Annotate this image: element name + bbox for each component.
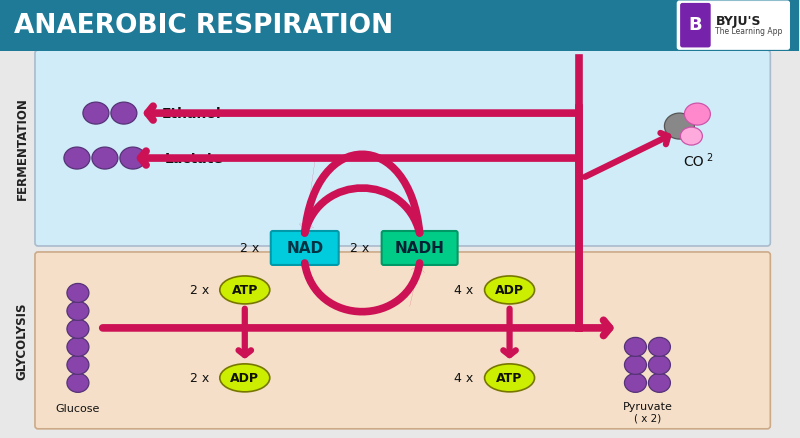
Ellipse shape [67,320,89,339]
Ellipse shape [485,276,534,304]
Text: CO: CO [683,155,704,169]
Text: 2: 2 [706,153,713,162]
FancyBboxPatch shape [35,252,770,429]
Text: ( x 2): ( x 2) [634,413,661,423]
Text: FERMENTATION: FERMENTATION [15,97,29,200]
Ellipse shape [649,338,670,357]
Ellipse shape [625,338,646,357]
Ellipse shape [220,364,270,392]
Bar [0,0,799,52]
Ellipse shape [67,338,89,357]
Ellipse shape [485,364,534,392]
FancyBboxPatch shape [679,3,711,49]
Ellipse shape [67,284,89,303]
FancyBboxPatch shape [35,51,770,247]
Text: Ethanol: Ethanol [162,107,222,121]
FancyBboxPatch shape [678,2,790,50]
Text: ANAEROBIC RESPIRATION: ANAEROBIC RESPIRATION [14,13,393,39]
Ellipse shape [649,356,670,374]
Ellipse shape [685,104,710,126]
Text: 4 x: 4 x [454,371,474,385]
Text: 2 x: 2 x [350,242,370,255]
Text: NAD: NAD [286,241,323,256]
Ellipse shape [67,374,89,392]
Ellipse shape [120,148,146,170]
Text: 2 x: 2 x [240,242,259,255]
Ellipse shape [67,356,89,374]
Ellipse shape [625,356,646,374]
Text: Pyruvate: Pyruvate [622,401,672,411]
Text: NADH: NADH [394,241,445,256]
Text: B: B [689,16,702,34]
Text: ATP: ATP [231,284,258,297]
Ellipse shape [220,276,270,304]
Text: 2 x: 2 x [190,371,209,385]
Text: GLYCOLYSIS: GLYCOLYSIS [15,302,29,379]
Text: 2 x: 2 x [190,284,209,297]
FancyBboxPatch shape [382,231,458,265]
Text: ADP: ADP [495,284,524,297]
Ellipse shape [83,103,109,125]
Ellipse shape [64,148,90,170]
Ellipse shape [649,374,670,392]
Text: Lactate: Lactate [165,152,224,166]
Ellipse shape [67,302,89,321]
Text: ADP: ADP [230,371,259,385]
FancyBboxPatch shape [270,231,338,265]
Ellipse shape [681,128,702,146]
Text: Glucose: Glucose [56,403,100,413]
Text: The Learning App: The Learning App [715,27,782,35]
Text: ATP: ATP [496,371,522,385]
Text: BYJU'S: BYJU'S [715,14,761,28]
Ellipse shape [111,103,137,125]
Ellipse shape [625,374,646,392]
Ellipse shape [665,114,694,140]
Text: 4 x: 4 x [454,284,474,297]
Ellipse shape [92,148,118,170]
